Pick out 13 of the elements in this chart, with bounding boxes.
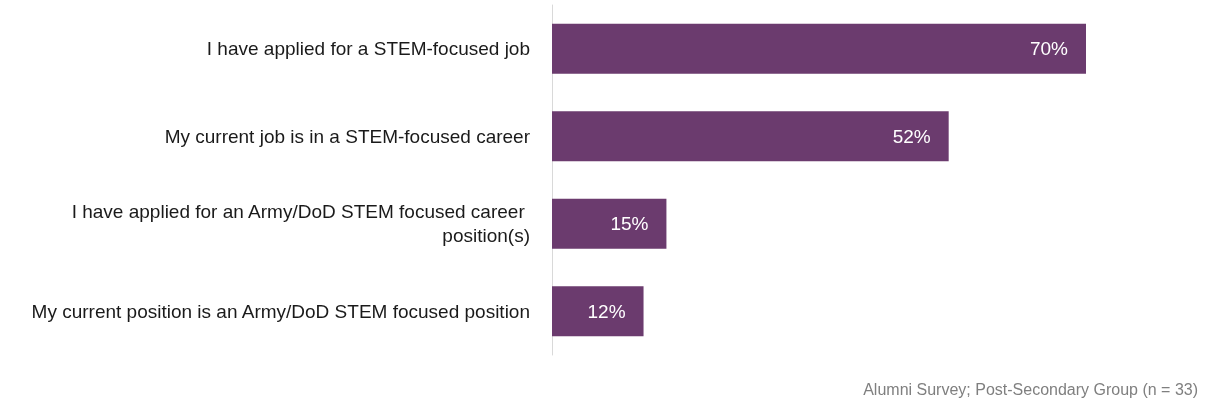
data-label: 70% xyxy=(1029,38,1069,60)
data-label: 15% xyxy=(610,213,649,235)
y-tick-label: I have applied for a STEM-focused job xyxy=(206,38,530,60)
bar xyxy=(552,111,949,162)
bar xyxy=(552,198,667,249)
bar xyxy=(552,23,1086,74)
bar xyxy=(552,286,644,337)
data-label: 12% xyxy=(587,300,626,322)
y-tick-label: My current job is in a STEM-focused career xyxy=(164,125,531,147)
y-tick-label: My current position is an Army/DoD STEM focused position xyxy=(31,300,530,322)
data-label: 52% xyxy=(892,125,931,147)
text: Alumni Survey; Post-Secondary Group (n = 33) xyxy=(863,380,1199,398)
y-tick-label: I have applied for an Army/DoD STEM focused career position(s) xyxy=(71,201,530,247)
